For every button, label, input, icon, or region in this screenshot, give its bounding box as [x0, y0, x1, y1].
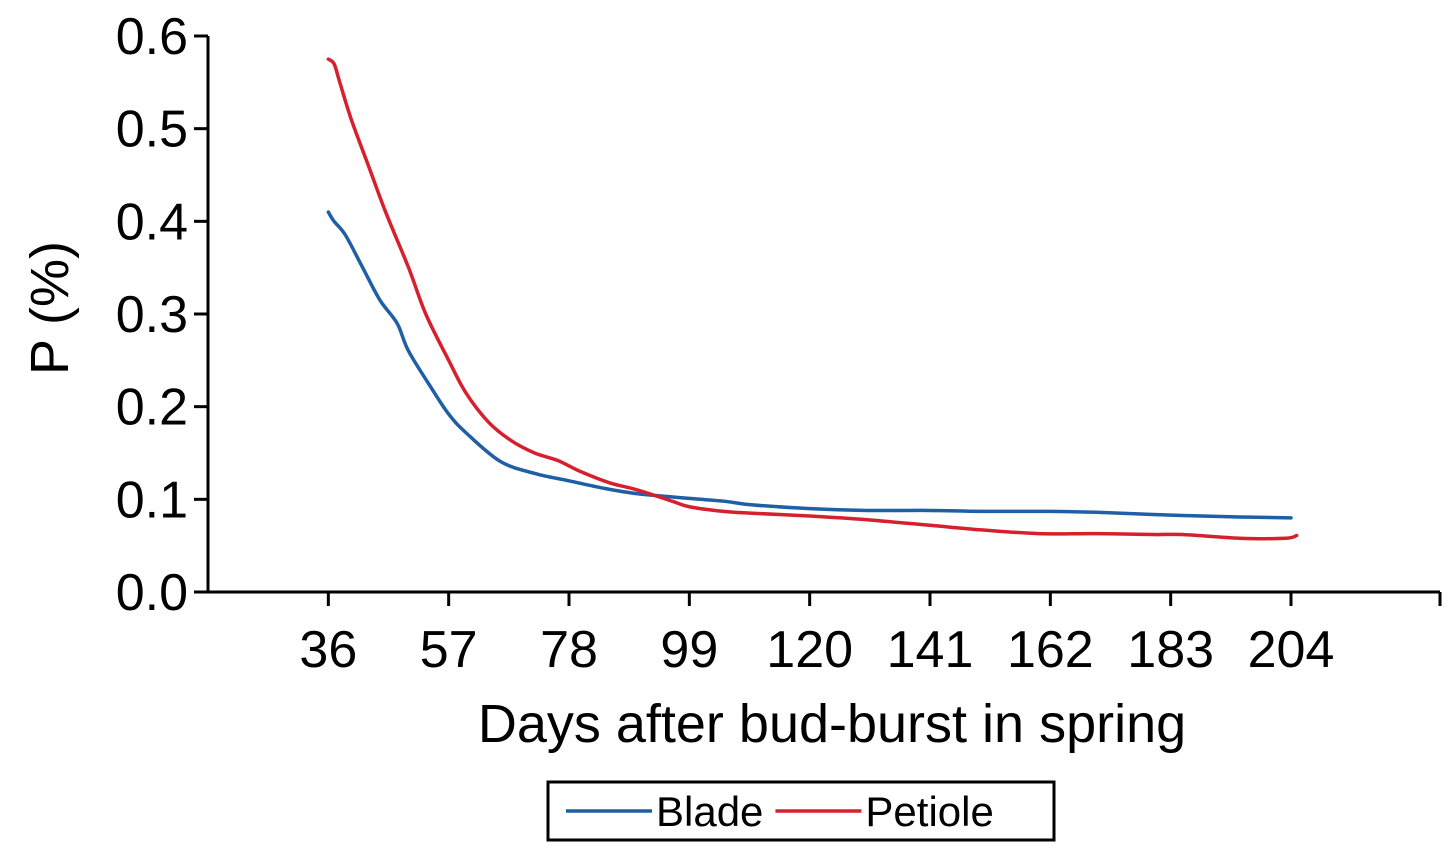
y-tick-label: 0.4	[116, 193, 188, 251]
y-tick-label: 0.1	[116, 471, 188, 529]
x-axis-title: Days after bud-burst in spring	[478, 694, 1186, 754]
y-axis-ticks: 0.0 0.1 0.2 0.3 0.4 0.5 0.6	[116, 8, 208, 622]
legend-label-blade: Blade	[656, 788, 763, 835]
x-tick-label: 57	[420, 621, 478, 679]
x-tick-label: 120	[766, 621, 853, 679]
y-axis-title: P (%)	[20, 241, 80, 375]
y-tick-label: 0.6	[116, 8, 188, 66]
y-tick-label: 0.5	[116, 101, 188, 159]
x-tick-label: 141	[887, 621, 974, 679]
x-tick-label: 99	[660, 621, 718, 679]
x-axis-ticks: 36 57 78 99 120 141 162 183 204	[299, 592, 1442, 679]
series-line-blade	[326, 210, 1293, 520]
y-tick-label: 0.2	[116, 379, 188, 437]
x-tick-label: 36	[299, 621, 357, 679]
legend-label-petiole: Petiole	[865, 788, 993, 835]
y-tick-label: 0.3	[116, 286, 188, 344]
legend-items: Blade Petiole	[566, 788, 994, 835]
legend: Blade Petiole	[546, 780, 1056, 842]
series-line-petiole	[326, 57, 1299, 541]
x-tick-label: 78	[540, 621, 598, 679]
y-tick-label: 0.0	[116, 564, 188, 622]
series-layer	[326, 57, 1299, 541]
x-tick-label: 162	[1007, 621, 1094, 679]
x-tick-label: 204	[1248, 621, 1335, 679]
x-tick-label: 183	[1127, 621, 1214, 679]
